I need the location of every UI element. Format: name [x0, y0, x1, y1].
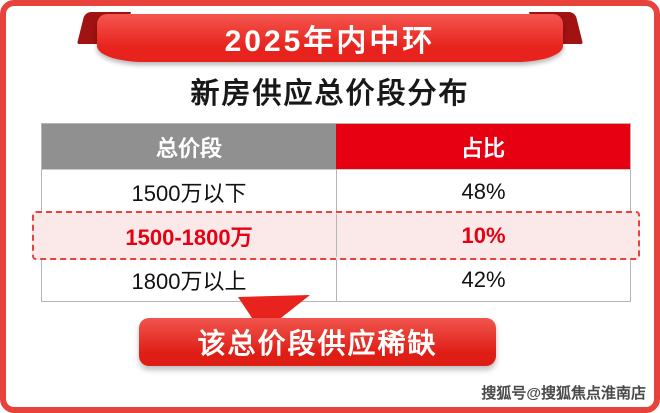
- table-row: 1800万以上 42%: [42, 257, 630, 301]
- ribbon-banner: 2025年内中环: [97, 14, 563, 62]
- share-cell: 48%: [336, 170, 630, 213]
- column-header-price-range: 总价段: [42, 124, 336, 169]
- ribbon-title: 2025年内中环: [224, 25, 436, 58]
- column-header-share: 占比: [336, 124, 630, 169]
- share-cell: 10%: [336, 214, 630, 257]
- watermark: 搜狐号@搜狐焦点淮南店: [481, 385, 646, 402]
- scarcity-callout-banner: 该总价段供应稀缺: [139, 318, 496, 366]
- table-header-row: 总价段 占比: [42, 124, 630, 169]
- share-cell: 42%: [336, 258, 630, 301]
- price-range-cell: 1800万以上: [131, 268, 247, 294]
- table-row-highlighted: 1500-1800万 10%: [32, 211, 640, 260]
- callout-label: 该总价段供应稀缺: [197, 328, 438, 359]
- price-range-cell: 1500-1800万: [125, 224, 253, 250]
- title-ribbon: 2025年内中环: [77, 12, 583, 62]
- price-share-table: 总价段 占比 1500万以下 48% 1500-1800万 10% 1800万以…: [32, 123, 640, 302]
- table-row: 1500万以下 48%: [42, 169, 630, 213]
- page-title: 新房供应总价段分布: [190, 78, 470, 110]
- price-range-cell: 1500万以下: [131, 180, 247, 206]
